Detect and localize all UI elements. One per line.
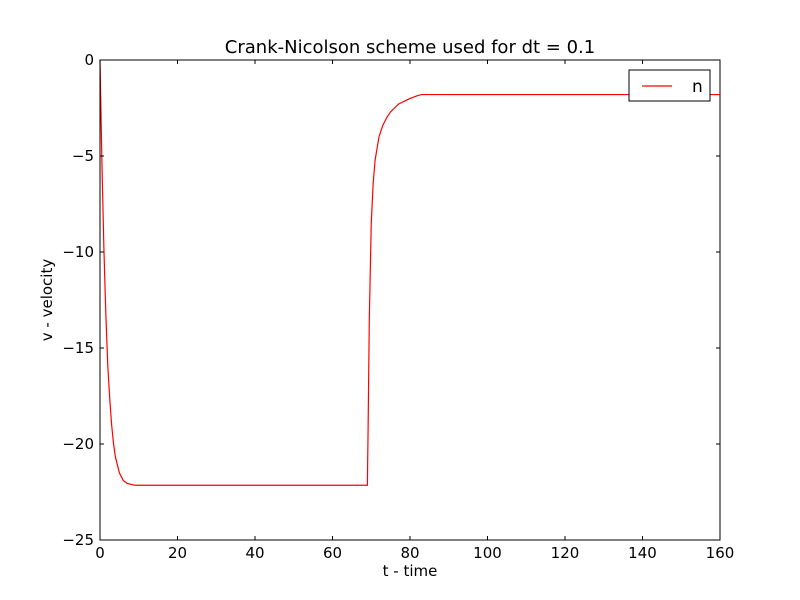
plot-area (99, 59, 720, 486)
x-tick-label: 40 (245, 544, 264, 562)
legend-label-n: n (692, 77, 703, 97)
x-tick-label: 160 (706, 544, 735, 562)
x-tick-label: 140 (628, 544, 657, 562)
y-axis: 0 −5 −10 −15 −20 −25 (62, 51, 720, 549)
series-line-n (99, 59, 720, 486)
x-tick-label: 0 (95, 544, 105, 562)
x-tick-label: 60 (323, 544, 342, 562)
x-axis: 0 20 40 60 80 100 120 140 160 (95, 60, 734, 562)
y-tick-label: −15 (62, 339, 94, 357)
x-tick-label: 120 (551, 544, 580, 562)
y-tick-label: −25 (62, 531, 94, 549)
x-tick-label: 20 (168, 544, 187, 562)
x-tick-label: 80 (400, 544, 419, 562)
y-tick-label: −5 (72, 147, 94, 165)
y-tick-label: −20 (62, 435, 94, 453)
x-axis-label: t - time (383, 562, 438, 580)
y-tick-label: 0 (84, 51, 94, 69)
plot-frame (99, 59, 721, 541)
chart-title: Crank-Nicolson scheme used for dt = 0.1 (225, 37, 595, 58)
y-tick-label: −10 (62, 243, 94, 261)
x-tick-label: 100 (473, 544, 502, 562)
y-axis-label: v - velocity (38, 259, 56, 342)
legend: n (628, 69, 711, 102)
